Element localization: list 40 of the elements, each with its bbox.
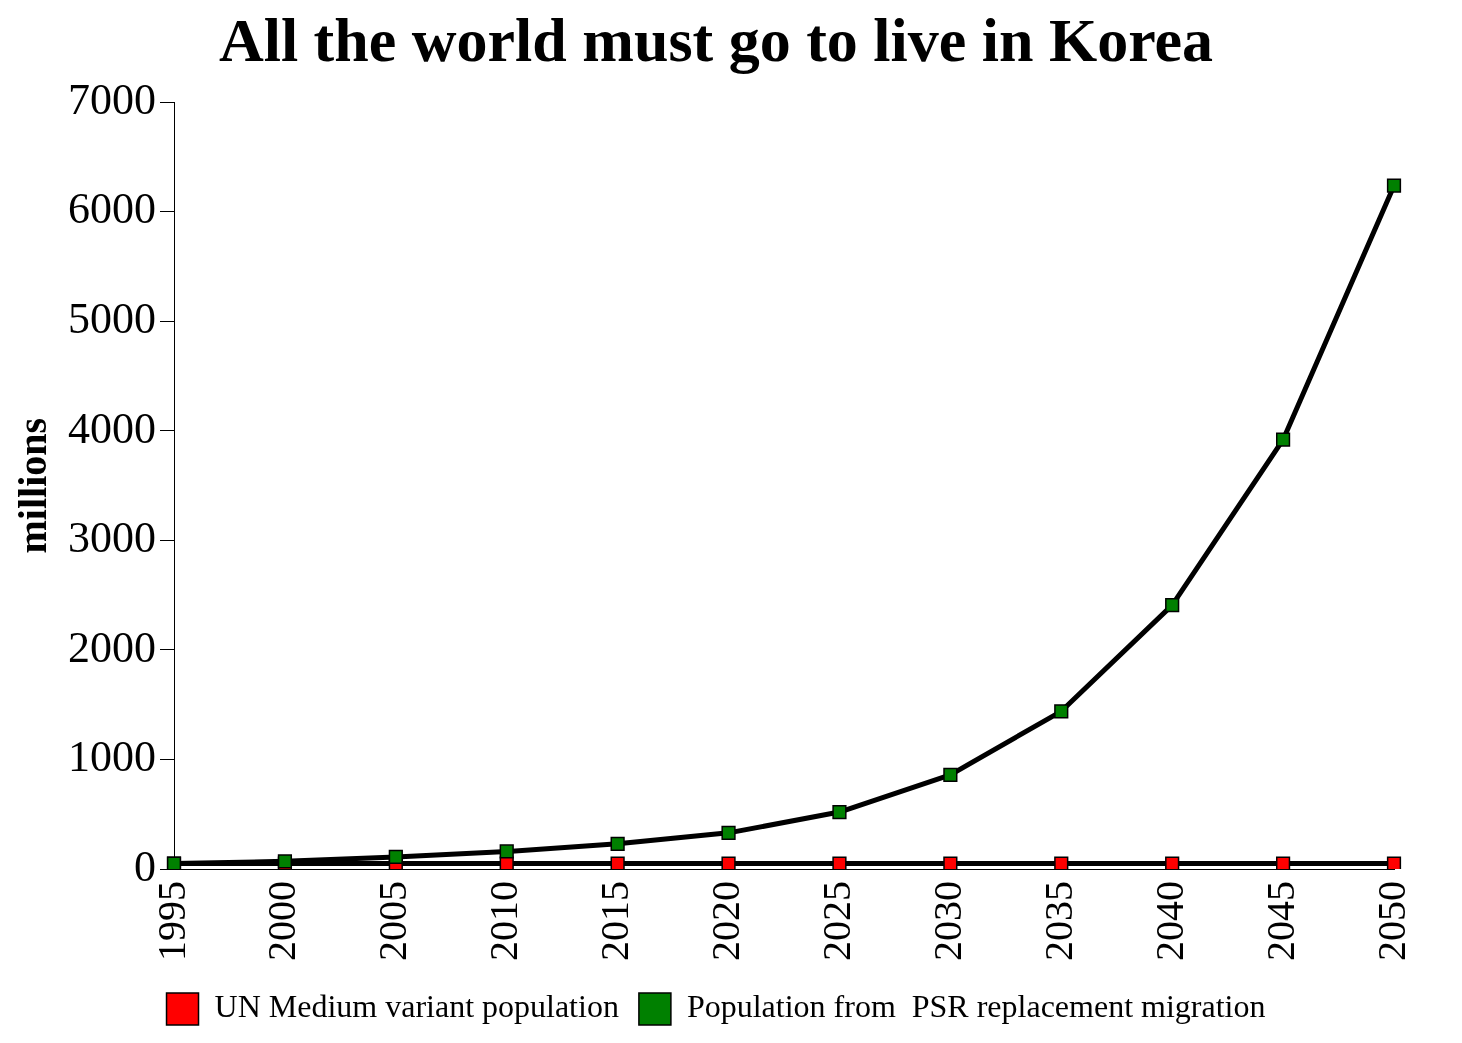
- y-tick-label: 5000: [68, 293, 156, 343]
- point: [1054, 856, 1069, 869]
- point: [610, 836, 625, 851]
- point: [721, 856, 736, 869]
- y-tick-label: 2000: [68, 622, 156, 672]
- point: [1165, 597, 1180, 613]
- x-tick-label: 2020: [703, 881, 749, 961]
- point: [1165, 856, 1180, 869]
- point: [832, 856, 847, 869]
- y-tick-label: 3000: [68, 513, 156, 563]
- x-tick-label: 2030: [924, 881, 970, 961]
- point: [388, 849, 403, 865]
- point: [499, 844, 514, 859]
- point: [610, 856, 625, 869]
- x-tick-label: 2000: [259, 881, 305, 961]
- x-tick-label: 2015: [592, 881, 638, 961]
- y-tick-label: 1000: [68, 732, 156, 782]
- x-tick-label: 2040: [1146, 881, 1192, 961]
- y-tick-label: 7000: [68, 74, 156, 124]
- x-tick-label: 2045: [1257, 881, 1303, 961]
- point: [721, 825, 736, 840]
- point: [943, 856, 958, 869]
- x-tick-label: 2010: [481, 881, 527, 961]
- point: [832, 804, 847, 820]
- point: [1386, 856, 1402, 869]
- chart-title: All the world must go to live in Korea: [218, 6, 1214, 75]
- legend-label: Population from PSR replacement migration: [686, 988, 1266, 1025]
- x-tick-label: 2050: [1368, 881, 1414, 961]
- x-tick-label: 2025: [813, 881, 859, 961]
- y-tick-label: 4000: [68, 403, 156, 453]
- x-tick-label: 2005: [370, 881, 416, 961]
- x-tick-label: 2035: [1035, 881, 1081, 961]
- point: [1386, 178, 1402, 193]
- point: [943, 767, 958, 782]
- point: [1275, 856, 1291, 869]
- point: [1054, 704, 1069, 719]
- point: [1275, 432, 1291, 447]
- y-axis-title: millions: [10, 417, 56, 554]
- y-tick-label: 6000: [68, 184, 156, 234]
- legend-label: UN Medium variant population: [214, 988, 619, 1025]
